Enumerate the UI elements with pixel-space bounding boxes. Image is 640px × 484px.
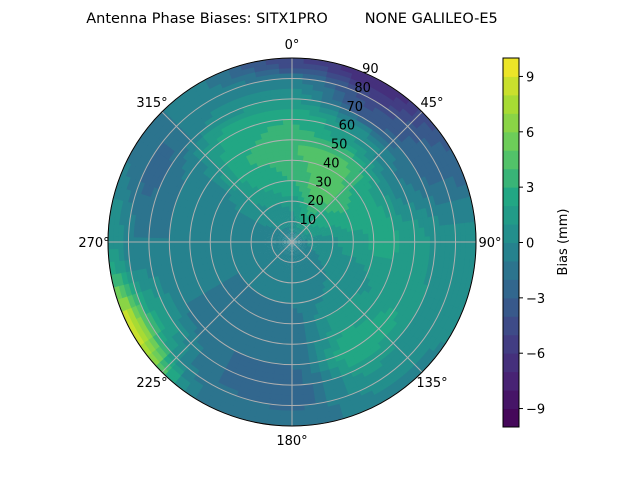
colorbar-segment <box>503 224 519 243</box>
colorbar-tick-label: 0 <box>526 237 534 252</box>
colorbar-segment <box>503 390 519 409</box>
radial-tick-label: 10 <box>300 213 317 228</box>
contour-cell <box>291 349 300 355</box>
colorbar-tick-label: 6 <box>526 126 534 141</box>
angular-tick-label: 225° <box>136 376 167 391</box>
colorbar-segment <box>503 372 519 391</box>
angular-tick-label: 270° <box>78 236 109 251</box>
polar-grid <box>108 58 476 426</box>
radial-tick-label: 70 <box>346 100 363 115</box>
colorbar-segment <box>503 409 519 428</box>
colorbar-tick-label: −6 <box>526 347 545 362</box>
radial-tick-label: 90 <box>362 62 379 77</box>
colorbar-segment <box>503 261 519 280</box>
colorbar-tick-label: −9 <box>526 403 545 418</box>
colorbar-label: Bias (mm) <box>556 209 571 276</box>
colorbar-segment <box>503 243 519 262</box>
angular-tick-label: 0° <box>285 38 300 53</box>
colorbar-segment <box>503 132 519 151</box>
colorbar-segment <box>503 187 519 206</box>
angular-tick-label: 315° <box>136 96 167 111</box>
angular-tick-label: 45° <box>420 96 443 111</box>
contour-cell <box>285 149 292 155</box>
contour-cell <box>284 129 293 135</box>
colorbar-segment <box>503 335 519 354</box>
colorbar: −9 −6 −3 0 3 6 9 <box>503 58 545 428</box>
colorbar-tick-label: 9 <box>526 70 534 85</box>
radial-tick-label: 40 <box>323 156 340 171</box>
angular-tick-label: 180° <box>276 434 307 449</box>
contour-cell <box>292 313 298 319</box>
colorbar-segment <box>503 169 519 188</box>
colorbar-segment <box>503 206 519 225</box>
contour-cell <box>291 354 300 360</box>
radial-tick-label: 60 <box>339 119 356 134</box>
radial-tick-label: 30 <box>315 175 332 190</box>
colorbar-segment <box>503 150 519 169</box>
angular-tick-label: 90° <box>478 236 501 251</box>
colorbar-segment <box>503 298 519 317</box>
contour-cell <box>292 329 299 335</box>
colorbar-segment <box>503 316 519 335</box>
colorbar-segment <box>503 95 519 114</box>
chart-title: Antenna Phase Biases: SITX1PRO NONE GALI… <box>86 11 498 27</box>
colorbar-segment <box>503 76 519 95</box>
contour-cell <box>285 144 293 150</box>
contour-cell <box>283 124 292 130</box>
colorbar-segment <box>503 113 519 132</box>
contour-cell <box>284 134 293 140</box>
radial-tick-label: 50 <box>331 138 348 153</box>
contour-cell <box>292 324 299 330</box>
angular-tick-label: 135° <box>416 376 447 391</box>
colorbar-segment <box>503 58 519 77</box>
colorbar-tick-label: −3 <box>526 292 545 307</box>
contour-cell <box>285 154 292 160</box>
contour-cell <box>291 334 299 340</box>
radial-tick-label: 80 <box>354 81 371 96</box>
radial-tick-label: 20 <box>307 194 324 209</box>
contour-cell <box>286 165 292 171</box>
contour-cell <box>291 344 300 350</box>
colorbar-segment <box>503 353 519 372</box>
colorbar-segment <box>503 279 519 298</box>
colorbar-tick-label: 3 <box>526 181 534 196</box>
